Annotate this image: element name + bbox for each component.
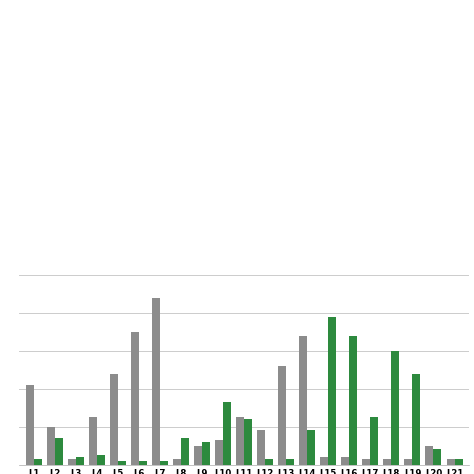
- Bar: [181, 438, 189, 465]
- Bar: [97, 455, 105, 465]
- Bar: [412, 374, 420, 465]
- Bar: [194, 446, 202, 465]
- Bar: [110, 374, 118, 465]
- Bar: [47, 427, 55, 465]
- Bar: [320, 457, 328, 465]
- Bar: [152, 298, 160, 465]
- Bar: [223, 402, 231, 465]
- Bar: [202, 442, 210, 465]
- Bar: [328, 317, 336, 465]
- Bar: [455, 459, 463, 465]
- Bar: [278, 366, 286, 465]
- Bar: [55, 438, 63, 465]
- Bar: [307, 430, 315, 465]
- Bar: [383, 459, 392, 465]
- Bar: [244, 419, 252, 465]
- Bar: [173, 459, 181, 465]
- Bar: [286, 459, 294, 465]
- Bar: [26, 385, 34, 465]
- Bar: [426, 446, 434, 465]
- Bar: [299, 336, 307, 465]
- Bar: [131, 332, 139, 465]
- Bar: [362, 459, 370, 465]
- Bar: [257, 430, 265, 465]
- Bar: [349, 336, 357, 465]
- Bar: [404, 459, 412, 465]
- Bar: [160, 461, 168, 465]
- Bar: [89, 417, 97, 465]
- Bar: [236, 417, 244, 465]
- Bar: [341, 457, 349, 465]
- Bar: [34, 459, 42, 465]
- Bar: [370, 417, 378, 465]
- Bar: [68, 459, 76, 465]
- Bar: [434, 449, 441, 465]
- Bar: [139, 461, 147, 465]
- Bar: [118, 461, 126, 465]
- Bar: [215, 440, 223, 465]
- Bar: [392, 351, 400, 465]
- Bar: [447, 459, 455, 465]
- Bar: [265, 459, 273, 465]
- Bar: [76, 457, 84, 465]
